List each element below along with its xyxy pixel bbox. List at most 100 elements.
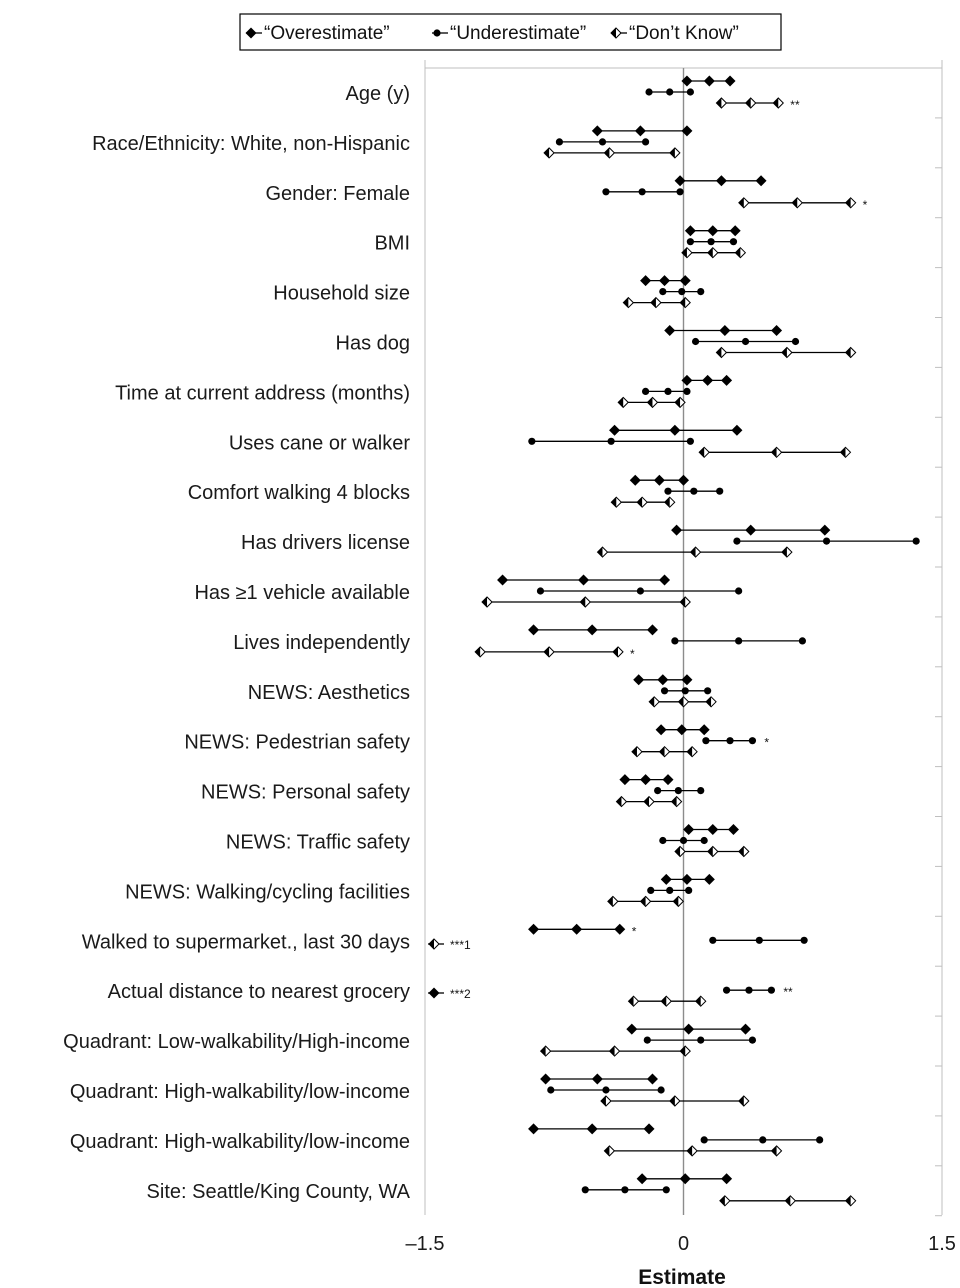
point-estimate-marker <box>755 936 763 944</box>
point-estimate-marker-fill <box>647 397 653 408</box>
ci-upper-marker <box>695 995 707 1007</box>
point-estimate-marker <box>602 1086 610 1094</box>
ci-upper-marker <box>735 587 743 595</box>
offscale-label: ***1 <box>450 938 471 952</box>
estimate-row-dont_know <box>698 446 852 459</box>
ci-upper-marker <box>679 296 691 309</box>
ci-upper-marker-fill <box>845 1195 851 1206</box>
category-label: Has dog <box>336 333 411 355</box>
estimate-row-overestimate <box>609 424 743 436</box>
estimate-row-dont_know <box>610 496 676 508</box>
offscale-label: ***2 <box>450 987 471 1001</box>
point-estimate-marker <box>653 474 665 486</box>
ci-lower-marker <box>497 574 509 586</box>
ci-lower-marker <box>681 75 693 87</box>
legend-label: “Don’t Know” <box>629 23 739 44</box>
ci-upper-marker <box>819 524 831 536</box>
estimate-row-underestimate <box>733 537 920 545</box>
ci-upper-marker-fill <box>771 1145 777 1156</box>
point-estimate-marker <box>571 923 583 935</box>
ci-upper-marker <box>844 197 857 209</box>
ci-lower-marker-fill <box>738 197 744 208</box>
significance-label: * <box>863 198 868 212</box>
estimate-row-overestimate <box>591 125 693 137</box>
ci-lower-marker <box>674 175 686 187</box>
category-label: Lives independently <box>233 632 410 654</box>
ci-upper-marker <box>705 696 717 708</box>
ci-upper-marker <box>839 446 852 459</box>
point-estimate-marker <box>784 1195 797 1207</box>
estimate-row-underestimate <box>647 886 693 895</box>
ci-lower-marker-fill <box>616 796 622 807</box>
point-estimate-marker <box>598 138 607 146</box>
estimate-row-overestimate <box>626 1023 752 1035</box>
ci-upper-marker <box>697 787 705 795</box>
ci-lower-marker <box>684 225 696 237</box>
point-estimate-marker <box>639 895 652 908</box>
estimate-row-underestimate <box>660 687 712 695</box>
ci-upper-marker <box>685 886 693 895</box>
point-estimate-marker <box>822 537 831 545</box>
point-estimate-marker <box>658 745 671 758</box>
ci-lower-marker <box>610 496 622 508</box>
ci-upper-marker <box>683 387 691 395</box>
estimate-row-underestimate <box>643 1036 757 1044</box>
legend-marker <box>610 27 622 39</box>
point-estimate-marker-fill <box>604 147 610 158</box>
ci-lower-marker <box>671 637 679 645</box>
ci-upper-marker <box>657 1086 665 1094</box>
point-estimate-marker <box>702 374 714 386</box>
ci-upper-marker <box>738 1095 750 1107</box>
ci-upper-marker-fill <box>695 996 701 1007</box>
estimate-row-underestimate <box>547 1086 665 1094</box>
point-estimate-marker <box>707 246 719 259</box>
ci-upper-marker-fill <box>735 247 741 258</box>
ci-upper-marker <box>676 188 684 196</box>
point-estimate-marker-fill <box>690 547 696 558</box>
point-estimate-marker <box>715 175 727 187</box>
estimate-row-underestimate: * <box>702 736 769 750</box>
category-label: Has ≥1 vehicle available <box>194 582 410 604</box>
estimate-row-overestimate <box>671 524 831 536</box>
point-estimate-marker <box>664 387 672 395</box>
offscale-marker <box>428 987 440 999</box>
ci-lower-marker-fill <box>623 297 629 308</box>
ci-upper-marker <box>738 845 750 858</box>
point-estimate-marker <box>683 1023 695 1035</box>
estimate-row-overestimate <box>540 1073 658 1085</box>
ci-lower-marker <box>540 1073 552 1085</box>
estimate-row-overestimate <box>640 275 691 287</box>
ci-lower-marker <box>664 325 676 336</box>
ci-upper-marker <box>721 374 733 386</box>
estimate-row-overestimate <box>683 824 739 835</box>
point-estimate-marker <box>638 188 646 196</box>
ci-lower-marker <box>654 787 662 795</box>
category-label: NEWS: Pedestrian safety <box>184 732 410 754</box>
point-estimate-marker-fill <box>637 497 643 508</box>
legend-marker-fill <box>611 28 616 38</box>
category-label: NEWS: Aesthetics <box>248 682 410 704</box>
ci-upper-marker <box>729 238 738 246</box>
ci-upper-marker <box>771 325 783 336</box>
estimate-row-dont_know <box>481 596 691 608</box>
ci-upper-marker-fill <box>773 98 779 108</box>
ci-lower-marker <box>643 1036 651 1044</box>
estimate-row-dont_know <box>674 845 750 858</box>
ci-upper-marker <box>724 75 736 87</box>
ci-upper-marker-fill <box>840 447 846 458</box>
category-label: Actual distance to nearest grocery <box>108 981 410 1003</box>
ci-upper-marker <box>679 1045 691 1057</box>
point-estimate-marker <box>669 1095 681 1107</box>
estimate-row-dont_know <box>631 745 698 758</box>
ci-lower-marker-fill <box>675 846 681 857</box>
point-estimate-marker <box>591 1073 603 1085</box>
legend: “Overestimate” “Underestimate” “Don’t Know… <box>239 13 782 51</box>
ci-lower-marker <box>702 737 710 745</box>
point-estimate-marker-fill <box>669 1096 675 1106</box>
point-estimate-marker-fill <box>659 746 665 757</box>
ci-upper-marker-fill <box>680 297 686 308</box>
ci-upper-marker <box>844 1195 857 1207</box>
category-label: Time at current address (months) <box>115 382 410 404</box>
point-estimate-marker <box>686 1145 698 1157</box>
point-estimate-marker-fill <box>650 297 656 308</box>
